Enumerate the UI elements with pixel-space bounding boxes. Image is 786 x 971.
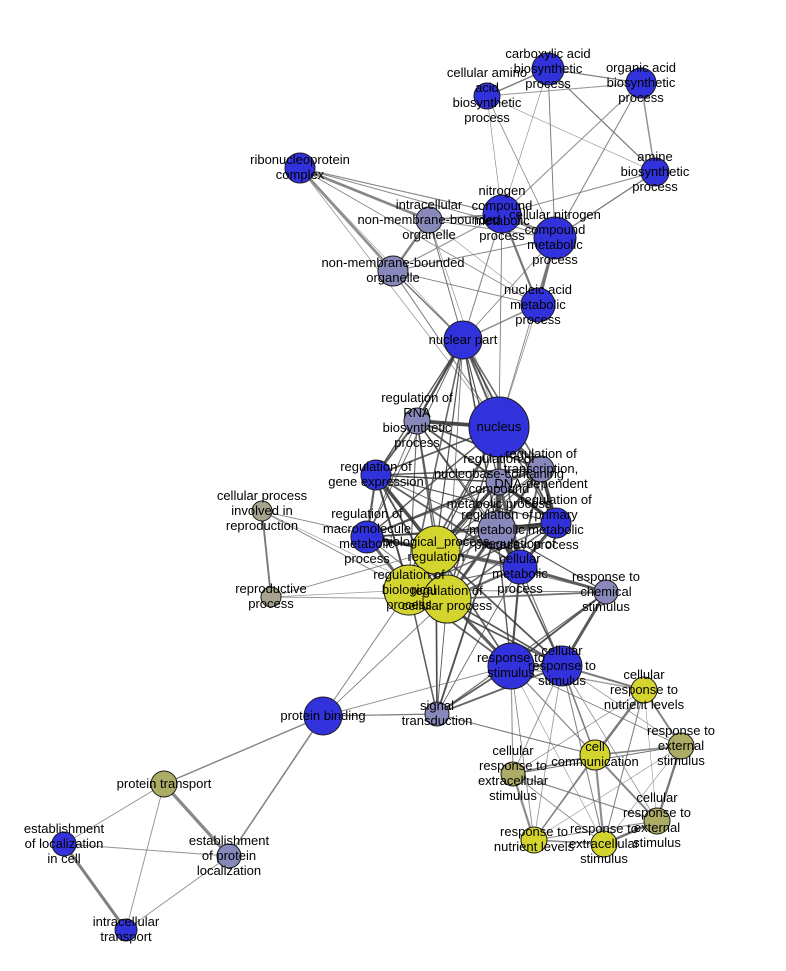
- svg-text:stimulus: stimulus: [657, 753, 705, 768]
- svg-text:signal: signal: [420, 698, 454, 713]
- svg-text:in cell: in cell: [47, 851, 80, 866]
- svg-text:nuclear part: nuclear part: [429, 332, 498, 347]
- svg-text:stimulus: stimulus: [538, 673, 586, 688]
- svg-text:process: process: [497, 581, 543, 596]
- svg-text:ribonucleoprotein: ribonucleoprotein: [250, 152, 350, 167]
- svg-text:external: external: [634, 820, 680, 835]
- svg-text:nucleobase-containing: nucleobase-containing: [434, 466, 564, 481]
- svg-text:nucleic acid: nucleic acid: [504, 282, 572, 297]
- svg-text:cellular: cellular: [636, 790, 678, 805]
- svg-text:extracellular: extracellular: [569, 836, 640, 851]
- svg-text:carboxylic acid: carboxylic acid: [505, 46, 590, 61]
- svg-text:regulation of: regulation of: [463, 451, 535, 466]
- svg-text:nutrient levels: nutrient levels: [604, 697, 685, 712]
- svg-text:biological_process: biological_process: [383, 534, 490, 549]
- svg-text:intracellular: intracellular: [93, 914, 160, 929]
- svg-text:regulation of: regulation of: [381, 390, 453, 405]
- svg-text:cellular: cellular: [623, 667, 665, 682]
- svg-text:biosynthetic: biosynthetic: [607, 75, 676, 90]
- svg-text:response to: response to: [479, 758, 547, 773]
- svg-text:localization: localization: [197, 863, 261, 878]
- svg-text:nitrogen: nitrogen: [479, 183, 526, 198]
- svg-text:process: process: [632, 179, 678, 194]
- svg-text:primary: primary: [534, 507, 578, 522]
- svg-text:cell: cell: [585, 739, 605, 754]
- svg-text:protein binding: protein binding: [280, 708, 365, 723]
- svg-text:regulation of: regulation of: [484, 536, 556, 551]
- svg-text:process: process: [344, 551, 390, 566]
- svg-text:metabolic: metabolic: [492, 566, 548, 581]
- svg-text:process: process: [525, 76, 571, 91]
- svg-text:establishment: establishment: [189, 833, 270, 848]
- svg-text:complex: complex: [276, 167, 325, 182]
- svg-text:cellular amino: cellular amino: [447, 65, 527, 80]
- svg-text:process: process: [394, 435, 440, 450]
- svg-text:cellular: cellular: [492, 743, 534, 758]
- svg-text:process: process: [464, 110, 510, 125]
- svg-text:cellular process: cellular process: [402, 598, 493, 613]
- svg-text:of protein: of protein: [202, 848, 256, 863]
- svg-text:stimulus: stimulus: [489, 788, 537, 803]
- svg-text:stimulus: stimulus: [633, 835, 681, 850]
- svg-text:response to: response to: [570, 821, 638, 836]
- svg-text:regulation of: regulation of: [520, 492, 592, 507]
- svg-text:response to: response to: [623, 805, 691, 820]
- svg-text:regulation of: regulation of: [411, 583, 483, 598]
- svg-text:process: process: [248, 596, 294, 611]
- svg-text:involved in: involved in: [231, 503, 292, 518]
- svg-text:of localization: of localization: [25, 836, 104, 851]
- svg-text:compound: compound: [525, 222, 586, 237]
- svg-text:cellular process: cellular process: [217, 488, 308, 503]
- svg-text:regulation: regulation: [407, 549, 464, 564]
- svg-text:biosynthetic: biosynthetic: [453, 95, 522, 110]
- svg-text:protein transport: protein transport: [117, 776, 212, 791]
- svg-text:establishment: establishment: [24, 821, 105, 836]
- svg-text:communication: communication: [551, 754, 638, 769]
- svg-text:regulation of: regulation of: [373, 567, 445, 582]
- svg-text:non-membrane-bounded: non-membrane-bounded: [357, 212, 500, 227]
- svg-text:nutrient levels: nutrient levels: [494, 839, 575, 854]
- svg-text:reproductive: reproductive: [235, 581, 307, 596]
- svg-text:cellular nitrogen: cellular nitrogen: [509, 207, 601, 222]
- svg-text:gene expression: gene expression: [328, 474, 423, 489]
- svg-text:response to: response to: [528, 658, 596, 673]
- svg-text:process: process: [532, 252, 578, 267]
- svg-text:response to: response to: [572, 569, 640, 584]
- svg-text:regulation of: regulation of: [461, 507, 533, 522]
- svg-text:regulation of: regulation of: [331, 506, 403, 521]
- svg-text:cellular: cellular: [541, 643, 583, 658]
- svg-text:process: process: [479, 228, 525, 243]
- svg-text:metabolic: metabolic: [528, 522, 584, 537]
- svg-text:response to: response to: [610, 682, 678, 697]
- svg-text:biosynthetic: biosynthetic: [383, 420, 452, 435]
- svg-text:amine: amine: [637, 149, 672, 164]
- svg-text:regulation of: regulation of: [340, 459, 412, 474]
- svg-text:nucleus: nucleus: [477, 419, 522, 434]
- svg-text:metabolic: metabolic: [527, 237, 583, 252]
- svg-text:process: process: [515, 312, 561, 327]
- svg-text:intracellular: intracellular: [396, 197, 463, 212]
- svg-text:cellular: cellular: [499, 551, 541, 566]
- svg-text:stimulus: stimulus: [580, 851, 628, 866]
- svg-text:stimulus: stimulus: [582, 599, 630, 614]
- svg-text:organelle: organelle: [366, 270, 420, 285]
- svg-text:organelle: organelle: [402, 227, 456, 242]
- svg-text:chemical: chemical: [580, 584, 631, 599]
- svg-text:response to: response to: [500, 824, 568, 839]
- svg-text:organic acid: organic acid: [606, 60, 676, 75]
- svg-text:external: external: [658, 738, 704, 753]
- svg-text:reproduction: reproduction: [226, 518, 298, 533]
- svg-text:non-membrane-bounded: non-membrane-bounded: [321, 255, 464, 270]
- svg-text:extracellular: extracellular: [478, 773, 549, 788]
- svg-text:RNA: RNA: [403, 405, 431, 420]
- svg-text:transduction: transduction: [402, 713, 473, 728]
- svg-text:process: process: [618, 90, 664, 105]
- svg-text:transport: transport: [100, 929, 152, 944]
- svg-text:acid: acid: [475, 80, 499, 95]
- svg-text:biosynthetic: biosynthetic: [621, 164, 690, 179]
- svg-text:response to: response to: [647, 723, 715, 738]
- svg-text:metabolic: metabolic: [510, 297, 566, 312]
